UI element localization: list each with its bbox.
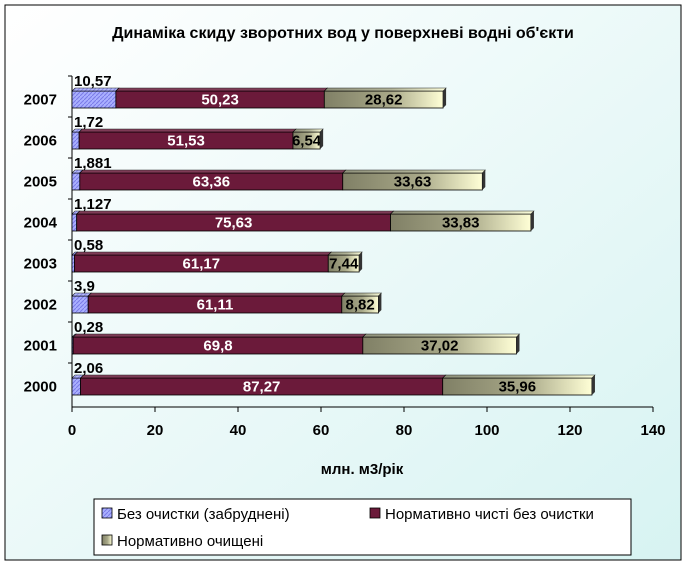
bar-segment: [71, 131, 80, 150]
x-tick-label: 140: [640, 422, 665, 439]
data-label: 1,72: [74, 114, 103, 131]
legend-label: Без очистки (забруднені): [117, 506, 290, 523]
data-label: 35,96: [499, 379, 537, 396]
legend: Без очистки (забруднені) Нормативно чисті…: [93, 498, 632, 556]
legend-swatch: [101, 534, 113, 546]
x-tick-label: 40: [230, 422, 247, 439]
data-label: 87,27: [243, 379, 281, 396]
x-tick-label: 120: [557, 422, 582, 439]
category-label: 2000: [24, 379, 57, 396]
category-label: 2005: [24, 174, 57, 191]
data-label: 69,8: [203, 338, 232, 355]
bar-end-shadow: [359, 252, 363, 272]
data-label: 6,54: [292, 133, 322, 150]
chart-title: Динаміка скиду зворотних вод у поверхнев…: [112, 25, 574, 42]
bar-end-shadow: [443, 88, 447, 108]
data-label: 61,11: [197, 297, 234, 314]
data-label: 33,83: [442, 215, 480, 232]
bar-end-shadow: [530, 211, 534, 231]
data-label: 8,82: [345, 297, 374, 314]
x-tick-label: 100: [474, 422, 499, 439]
legend-box: [93, 498, 632, 556]
data-label: 50,23: [201, 92, 239, 109]
bar-end-shadow: [320, 129, 324, 149]
category-label: 2007: [24, 92, 57, 109]
data-label: 0,28: [74, 319, 103, 336]
bar-end-shadow: [378, 293, 382, 313]
legend-label: Нормативно чисті без очистки: [385, 506, 594, 523]
legend-swatch: [369, 507, 381, 519]
category-label: 2006: [24, 133, 57, 150]
x-tick-label: 0: [68, 422, 76, 439]
bar-segment: [71, 213, 78, 232]
bar-segment: [71, 172, 81, 191]
data-label: 63,36: [193, 174, 231, 191]
x-tick-label: 20: [147, 422, 164, 439]
data-label: 28,62: [365, 92, 403, 109]
category-label: 2004: [24, 215, 58, 232]
data-label: 0,58: [74, 237, 103, 254]
bar-end-shadow: [591, 375, 595, 395]
plot-area: 0 20 40 60 80 100 120 140 2000 2,06 87,27 35,96 2001…: [24, 73, 666, 439]
data-label: 3,9: [74, 278, 95, 295]
data-label: 1,881: [74, 155, 112, 172]
data-label: 33,63: [394, 174, 432, 191]
data-label: 37,02: [421, 338, 459, 355]
bar-end-shadow: [482, 170, 486, 190]
x-axis-label: млн. м3/рік: [321, 461, 404, 478]
bar-segment: [71, 295, 89, 314]
data-label: 75,63: [215, 215, 253, 232]
data-label: 10,57: [74, 73, 112, 90]
data-label: 61,17: [183, 256, 221, 273]
bar-segment: [71, 377, 81, 396]
bar-end-shadow: [516, 334, 520, 354]
data-label: 1,127: [74, 196, 112, 213]
data-label: 2,06: [74, 360, 103, 377]
legend-swatch: [101, 507, 113, 519]
category-label: 2003: [24, 256, 57, 273]
x-tick-label: 80: [396, 422, 413, 439]
category-label: 2001: [24, 338, 57, 355]
data-label: 7,44: [329, 256, 359, 273]
legend-label: Нормативно очищені: [117, 533, 263, 550]
bar-segment: [71, 90, 117, 109]
data-label: 51,53: [167, 133, 205, 150]
category-label: 2002: [24, 297, 57, 314]
x-tick-label: 60: [313, 422, 330, 439]
